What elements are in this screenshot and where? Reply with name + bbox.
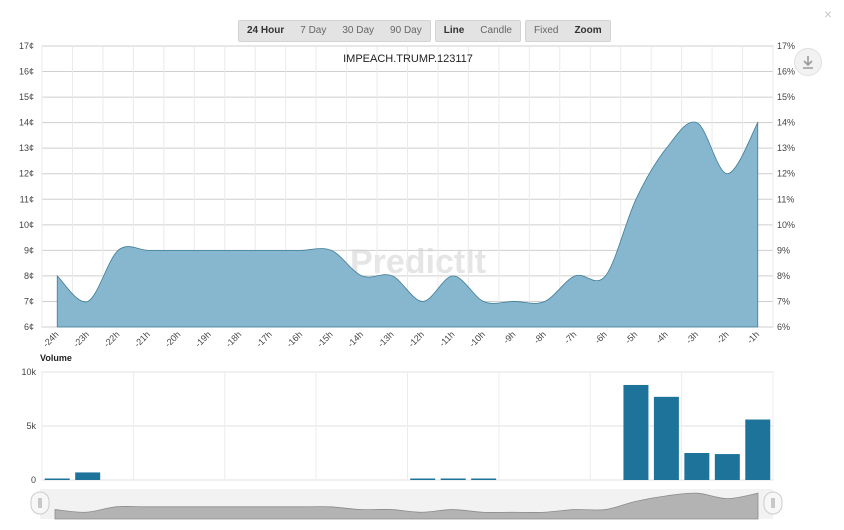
y-tick-right: 9%	[777, 245, 790, 255]
x-tick-label: -8h	[532, 329, 548, 345]
y-tick-left: 8¢	[24, 271, 34, 281]
y-tick-left: 6¢	[24, 322, 34, 332]
y-tick-left: 12¢	[19, 169, 34, 179]
chart-type-button-group: Line Candle	[434, 20, 521, 42]
y-tick-left: 16¢	[19, 67, 34, 77]
x-tick-label: -6h	[593, 329, 609, 345]
y-tick-right: 8%	[777, 271, 790, 281]
close-icon[interactable]: ×	[823, 6, 832, 22]
y-tick-right: 10%	[777, 220, 795, 230]
y-tick-right: 12%	[777, 169, 795, 179]
candle-chart-button[interactable]: Candle	[480, 25, 512, 36]
zoom-scale-button[interactable]: Zoom	[574, 25, 602, 36]
navigator-handle-left[interactable]	[30, 491, 50, 515]
volume-bar	[75, 472, 101, 480]
x-tick-label: -17h	[254, 329, 274, 349]
x-tick-label: -3h	[684, 329, 700, 345]
y-tick-right: 17%	[777, 41, 795, 51]
x-tick-label: -20h	[163, 329, 183, 349]
y-tick-left: 17¢	[19, 41, 34, 51]
range-7-day-button[interactable]: 7 Day	[300, 25, 327, 36]
volume-bar	[471, 478, 497, 480]
export-download-button[interactable]	[794, 48, 822, 76]
y-tick-right: 15%	[777, 92, 795, 102]
x-tick-label: -23h	[71, 329, 91, 349]
y-tick-left: 10¢	[19, 220, 34, 230]
navigator-handle-right[interactable]	[763, 491, 783, 515]
price-area-series	[56, 121, 759, 328]
volume-bar	[684, 453, 710, 480]
range-90-day-button[interactable]: 90 Day	[390, 25, 422, 36]
download-icon	[803, 56, 813, 69]
volume-bar	[714, 454, 740, 480]
x-tick-label: -5h	[623, 329, 639, 345]
fixed-scale-button[interactable]: Fixed	[534, 25, 559, 36]
x-tick-label: -15h	[315, 329, 335, 349]
volume-bar	[623, 384, 649, 480]
x-tick-label: -24h	[41, 329, 61, 349]
y-tick-left: 9¢	[24, 245, 34, 255]
y-tick-right: 6%	[777, 322, 790, 332]
volume-bar	[44, 478, 70, 480]
range-24-hour-button[interactable]: 24 Hour	[247, 25, 285, 36]
volume-bar	[440, 478, 466, 480]
y-tick-left: 14¢	[19, 118, 34, 128]
volume-bar	[653, 396, 679, 480]
range-30-day-button[interactable]: 30 Day	[342, 25, 375, 36]
y-tick-right: 7%	[777, 296, 790, 306]
x-tick-label: -18h	[224, 329, 244, 349]
x-tick-label: -19h	[193, 329, 213, 349]
y-tick-left: 15¢	[19, 92, 34, 102]
x-tick-label: -10h	[467, 329, 487, 349]
y-tick-left: 7¢	[24, 296, 34, 306]
watermark-logo: PredictIt	[350, 243, 486, 281]
x-tick-label: -4h	[654, 329, 670, 345]
volume-y-tick: 5k	[26, 421, 36, 431]
x-tick-label: -22h	[102, 329, 122, 349]
chart-toolbar: 24 Hour 7 Day 30 Day 90 Day Line Candle …	[238, 20, 611, 42]
x-tick-label: -11h	[437, 329, 456, 348]
range-navigator[interactable]	[30, 489, 783, 520]
y-tick-right: 11%	[777, 194, 794, 204]
x-tick-label: -21h	[132, 329, 152, 349]
x-tick-label: -7h	[562, 329, 578, 345]
x-tick-label: -2h	[714, 329, 730, 345]
x-tick-label: -13h	[376, 329, 396, 349]
scale-button-group: Fixed Zoom	[525, 20, 611, 42]
volume-bar	[410, 478, 436, 480]
x-tick-label: -1h	[745, 329, 761, 345]
volume-title: Volume	[40, 353, 72, 363]
volume-y-tick: 0	[31, 475, 36, 485]
x-tick-label: -9h	[501, 329, 517, 345]
volume-y-tick: 10k	[21, 367, 36, 377]
navigator-series	[54, 492, 759, 520]
y-tick-right: 13%	[777, 143, 795, 153]
x-tick-label: -12h	[406, 329, 426, 349]
x-tick-label: -16h	[285, 329, 305, 349]
volume-bar	[745, 419, 771, 480]
line-chart-button[interactable]: Line	[443, 25, 465, 36]
range-button-group: 24 Hour 7 Day 30 Day 90 Day	[238, 20, 431, 42]
y-tick-left: 11¢	[20, 194, 34, 204]
y-tick-right: 16%	[777, 67, 795, 77]
y-tick-left: 13¢	[19, 143, 34, 153]
x-tick-label: -14h	[345, 329, 365, 349]
y-tick-right: 14%	[777, 118, 795, 128]
market-title: IMPEACH.TRUMP.123117	[343, 53, 473, 65]
